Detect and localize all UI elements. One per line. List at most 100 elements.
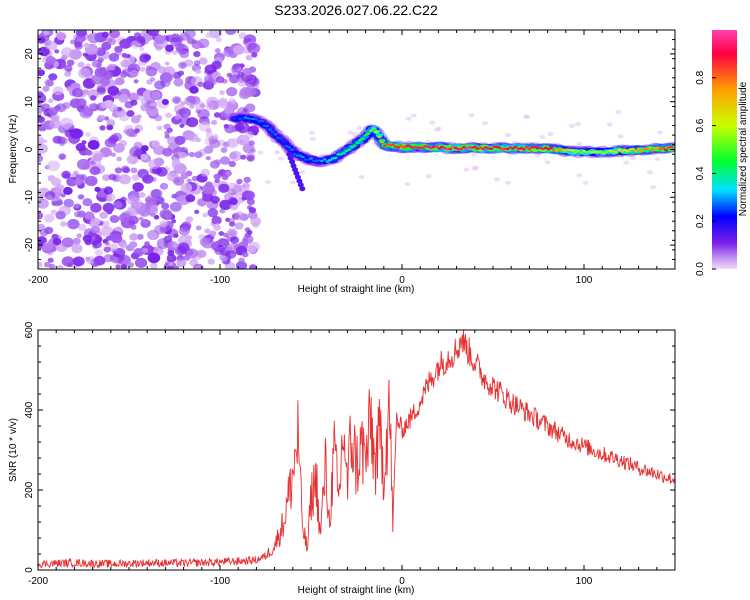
ridge-mark — [380, 141, 384, 144]
noise-mark — [240, 154, 247, 160]
noise-mark — [140, 153, 148, 161]
noise-mark — [109, 30, 120, 39]
noise-mark — [186, 178, 192, 183]
noise-mark — [62, 186, 73, 195]
ridge-mark — [633, 149, 638, 153]
ridge-mark — [511, 147, 515, 150]
noise-mark — [164, 61, 170, 66]
noise-mark — [234, 122, 245, 132]
noise-mark — [105, 36, 113, 43]
noise-mark — [70, 82, 79, 90]
noise-mark — [66, 86, 73, 92]
noise-mark — [93, 255, 106, 266]
noise-mark — [181, 221, 192, 231]
ridge-mark — [647, 146, 652, 150]
colorbar-gradient — [712, 30, 737, 269]
noise-mark — [44, 191, 56, 200]
ridge-mark — [300, 155, 305, 159]
noise-mark — [38, 69, 45, 77]
noise-mark — [225, 217, 231, 222]
noise-mark — [179, 123, 185, 128]
y-tick-label: 20 — [24, 48, 35, 60]
ridge-mark — [341, 152, 346, 155]
noise-mark — [129, 146, 143, 157]
noise-mark — [38, 211, 44, 220]
y-tick-label: 0 — [24, 567, 35, 573]
noise-mark — [207, 208, 219, 218]
noise-mark — [277, 156, 284, 161]
noise-mark — [197, 108, 210, 120]
noise-mark — [177, 242, 190, 253]
noise-mark — [75, 143, 86, 152]
noise-mark — [183, 113, 189, 118]
noise-mark — [147, 252, 161, 264]
noise-mark — [211, 120, 218, 125]
noise-mark — [228, 221, 236, 227]
noise-mark — [73, 203, 80, 209]
noise-mark — [118, 174, 131, 185]
colorbar-tick-label: 0.2 — [695, 214, 706, 228]
noise-mark — [141, 247, 149, 254]
ridge-mark — [270, 130, 275, 133]
noise-mark — [104, 241, 110, 246]
noise-mark — [209, 230, 217, 237]
ridge-mark — [281, 140, 286, 143]
noise-mark — [547, 132, 554, 136]
noise-mark — [51, 177, 62, 187]
noise-mark — [105, 196, 113, 202]
ridge-mark — [360, 137, 365, 140]
ridge-mark — [582, 149, 586, 152]
noise-mark — [119, 242, 128, 249]
noise-mark — [136, 233, 144, 240]
noise-mark — [155, 44, 163, 51]
noise-mark — [90, 217, 101, 227]
noise-mark — [173, 78, 184, 87]
ridge-mark — [289, 148, 294, 151]
noise-mark — [127, 215, 139, 225]
noise-mark — [226, 138, 239, 148]
ridge-mark — [265, 124, 270, 128]
noise-mark — [38, 103, 45, 114]
noise-mark — [219, 156, 231, 165]
noise-mark — [63, 126, 70, 131]
noise-mark — [226, 87, 238, 97]
noise-mark — [108, 243, 119, 252]
noise-mark — [202, 192, 214, 202]
noise-mark — [108, 173, 117, 181]
noise-mark — [568, 124, 575, 128]
noise-mark — [236, 178, 243, 185]
noise-mark — [145, 66, 158, 77]
ridge-mark — [293, 170, 300, 176]
noise-mark — [205, 32, 213, 39]
noise-mark — [205, 131, 213, 138]
noise-mark — [185, 194, 196, 203]
noise-mark — [213, 173, 221, 180]
noise-mark — [140, 66, 146, 72]
noise-mark — [84, 211, 95, 220]
noise-mark — [78, 223, 87, 231]
noise-mark — [243, 176, 251, 183]
noise-mark — [206, 96, 219, 108]
ridge-mark — [294, 174, 301, 180]
noise-mark — [42, 85, 50, 92]
noise-mark — [200, 168, 210, 177]
noise-mark — [61, 237, 74, 248]
noise-mark — [471, 166, 478, 171]
noise-mark — [194, 151, 203, 159]
noise-mark — [64, 64, 73, 72]
noise-mark — [114, 167, 123, 174]
noise-mark — [199, 44, 205, 49]
noise-mark — [257, 150, 264, 155]
noise-mark — [196, 249, 207, 258]
noise-mark — [218, 231, 225, 236]
noise-mark — [210, 195, 220, 204]
noise-mark — [180, 101, 186, 106]
noise-mark — [246, 244, 257, 253]
noise-mark — [252, 221, 260, 228]
ridge-mark — [614, 151, 619, 154]
noise-mark — [166, 254, 177, 263]
noise-mark — [107, 63, 116, 71]
noise-mark — [289, 180, 296, 185]
noise-mark — [576, 173, 583, 178]
